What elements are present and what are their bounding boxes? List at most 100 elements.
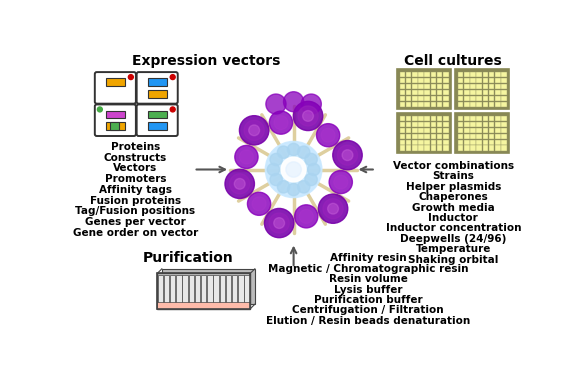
Text: Vectors: Vectors xyxy=(113,163,158,173)
Bar xyxy=(501,128,507,133)
Circle shape xyxy=(308,163,320,176)
Text: Genes per vector: Genes per vector xyxy=(85,217,186,227)
Bar xyxy=(226,275,231,307)
Bar xyxy=(495,122,500,127)
Bar xyxy=(470,101,476,107)
Bar xyxy=(418,134,424,139)
Bar xyxy=(425,116,430,121)
Circle shape xyxy=(170,107,175,112)
Bar xyxy=(483,128,488,133)
Bar xyxy=(412,90,417,95)
Bar xyxy=(412,72,417,77)
Bar xyxy=(495,116,500,121)
Bar xyxy=(157,273,250,309)
Bar xyxy=(412,122,417,127)
Bar xyxy=(483,122,488,127)
Circle shape xyxy=(286,162,302,177)
Circle shape xyxy=(305,173,318,186)
Bar xyxy=(476,84,482,89)
Bar xyxy=(397,69,452,109)
Circle shape xyxy=(266,94,286,114)
Bar xyxy=(400,134,405,139)
Circle shape xyxy=(329,170,352,194)
Text: Elution / Resin beads denaturation: Elution / Resin beads denaturation xyxy=(266,316,470,326)
Bar xyxy=(495,128,500,133)
Bar xyxy=(495,145,500,151)
Circle shape xyxy=(298,181,310,193)
Bar xyxy=(495,90,500,95)
Bar xyxy=(489,140,495,145)
Bar xyxy=(443,101,449,107)
Bar xyxy=(412,128,417,133)
Bar xyxy=(425,128,430,133)
Bar xyxy=(400,72,405,77)
Circle shape xyxy=(288,143,300,156)
Bar xyxy=(412,101,417,107)
Bar xyxy=(406,128,412,133)
Circle shape xyxy=(305,153,318,166)
Text: Vector combinations: Vector combinations xyxy=(393,161,514,171)
Text: Promoters: Promoters xyxy=(105,174,166,184)
Text: Affinity resin: Affinity resin xyxy=(330,253,406,263)
Bar xyxy=(501,78,507,83)
Bar xyxy=(201,275,206,307)
Bar xyxy=(470,72,476,77)
Bar xyxy=(425,140,430,145)
Bar xyxy=(464,134,470,139)
Text: Temperature: Temperature xyxy=(416,244,491,254)
Circle shape xyxy=(274,218,285,228)
Bar xyxy=(430,72,436,77)
Bar xyxy=(400,101,405,107)
Bar xyxy=(425,84,430,89)
Bar xyxy=(464,90,470,95)
Text: Inductor: Inductor xyxy=(429,213,478,223)
Bar xyxy=(400,84,405,89)
Bar xyxy=(425,72,430,77)
Bar xyxy=(458,122,463,127)
Bar xyxy=(400,145,405,151)
Bar xyxy=(176,275,182,307)
Bar xyxy=(418,84,424,89)
Bar xyxy=(483,140,488,145)
Bar xyxy=(489,145,495,151)
Circle shape xyxy=(342,150,353,160)
Bar xyxy=(219,275,225,307)
Bar xyxy=(501,101,507,107)
Bar xyxy=(501,116,507,121)
Text: Purification buffer: Purification buffer xyxy=(313,295,422,305)
Bar xyxy=(418,122,424,127)
Circle shape xyxy=(225,169,255,198)
Circle shape xyxy=(293,101,323,131)
Bar xyxy=(412,145,417,151)
FancyBboxPatch shape xyxy=(95,104,136,136)
Bar xyxy=(443,84,449,89)
Bar xyxy=(164,275,169,307)
Bar xyxy=(464,84,470,89)
Bar xyxy=(430,140,436,145)
Bar xyxy=(397,113,452,153)
Bar xyxy=(106,78,125,86)
Bar xyxy=(418,78,424,83)
Bar xyxy=(425,78,430,83)
Circle shape xyxy=(338,145,358,165)
Bar xyxy=(464,122,470,127)
Bar xyxy=(437,84,443,89)
Bar xyxy=(464,145,470,151)
Bar xyxy=(406,122,412,127)
Bar xyxy=(470,128,476,133)
Text: Gene order on vector: Gene order on vector xyxy=(73,228,198,238)
Bar xyxy=(158,275,163,307)
Circle shape xyxy=(248,192,270,215)
Bar xyxy=(418,95,424,101)
Circle shape xyxy=(318,194,348,223)
Bar xyxy=(483,116,488,121)
Bar xyxy=(470,90,476,95)
Bar xyxy=(430,145,436,151)
Text: Expression vectors: Expression vectors xyxy=(132,54,280,68)
Circle shape xyxy=(268,163,280,176)
Bar xyxy=(406,95,412,101)
Bar xyxy=(476,116,482,121)
Bar xyxy=(418,128,424,133)
Bar xyxy=(148,90,166,98)
Bar xyxy=(443,145,449,151)
